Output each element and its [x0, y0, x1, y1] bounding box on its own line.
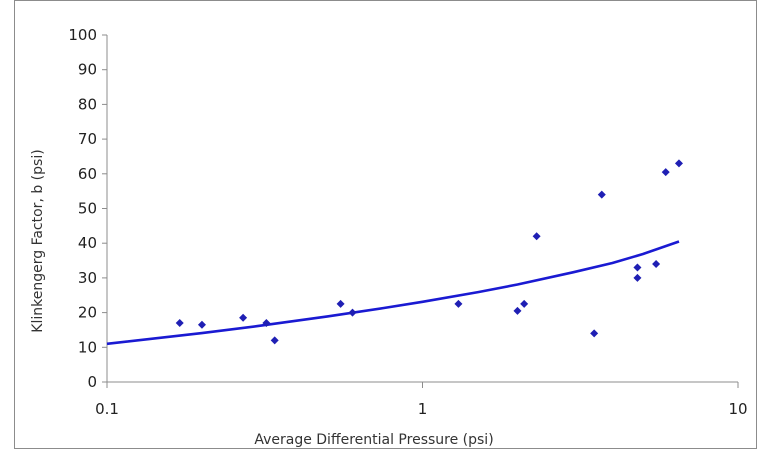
y-axis-title: Klinkengerg Factor, b (psi)	[30, 149, 46, 332]
x-tick-label: 10	[728, 400, 747, 418]
data-point	[348, 308, 357, 317]
trendline-group	[106, 240, 680, 346]
y-tick-label: 10	[78, 338, 97, 356]
data-point	[597, 190, 606, 199]
chart-frame	[14, 0, 757, 449]
data-point	[590, 329, 599, 338]
y-tick-label: 70	[78, 130, 97, 148]
y-axis-ticks: 0 10 20 30 40 50 60 70 80 90 100	[68, 26, 107, 391]
y-tick-label: 100	[68, 26, 97, 44]
data-point	[270, 336, 279, 345]
data-point	[513, 306, 522, 315]
trendline	[106, 240, 680, 346]
data-point	[454, 299, 463, 308]
data-point	[674, 159, 683, 168]
data-point	[633, 263, 642, 272]
data-point	[652, 260, 661, 269]
data-point	[633, 273, 642, 282]
data-point	[532, 232, 541, 241]
x-axis-ticks: 0.1 1 10	[95, 382, 748, 418]
data-point	[520, 299, 529, 308]
y-tick-label: 60	[78, 165, 97, 183]
x-axis-title: Average Differential Pressure (psi)	[254, 432, 493, 448]
y-tick-label: 80	[78, 95, 97, 113]
x-tick-label: 1	[418, 400, 428, 418]
y-tick-label: 40	[78, 234, 97, 252]
data-point	[239, 313, 248, 322]
axes	[106, 35, 738, 383]
data-point	[661, 168, 670, 177]
y-tick-label: 20	[78, 304, 97, 322]
data-point	[262, 319, 271, 328]
y-tick-label: 90	[78, 61, 97, 79]
y-tick-label: 50	[78, 200, 97, 218]
y-tick-label: 0	[87, 373, 97, 391]
y-tick-label: 30	[78, 269, 97, 287]
data-point	[175, 319, 184, 328]
data-point	[336, 299, 345, 308]
data-point	[197, 320, 206, 329]
x-tick-label: 0.1	[95, 400, 119, 418]
data-points	[175, 159, 683, 345]
